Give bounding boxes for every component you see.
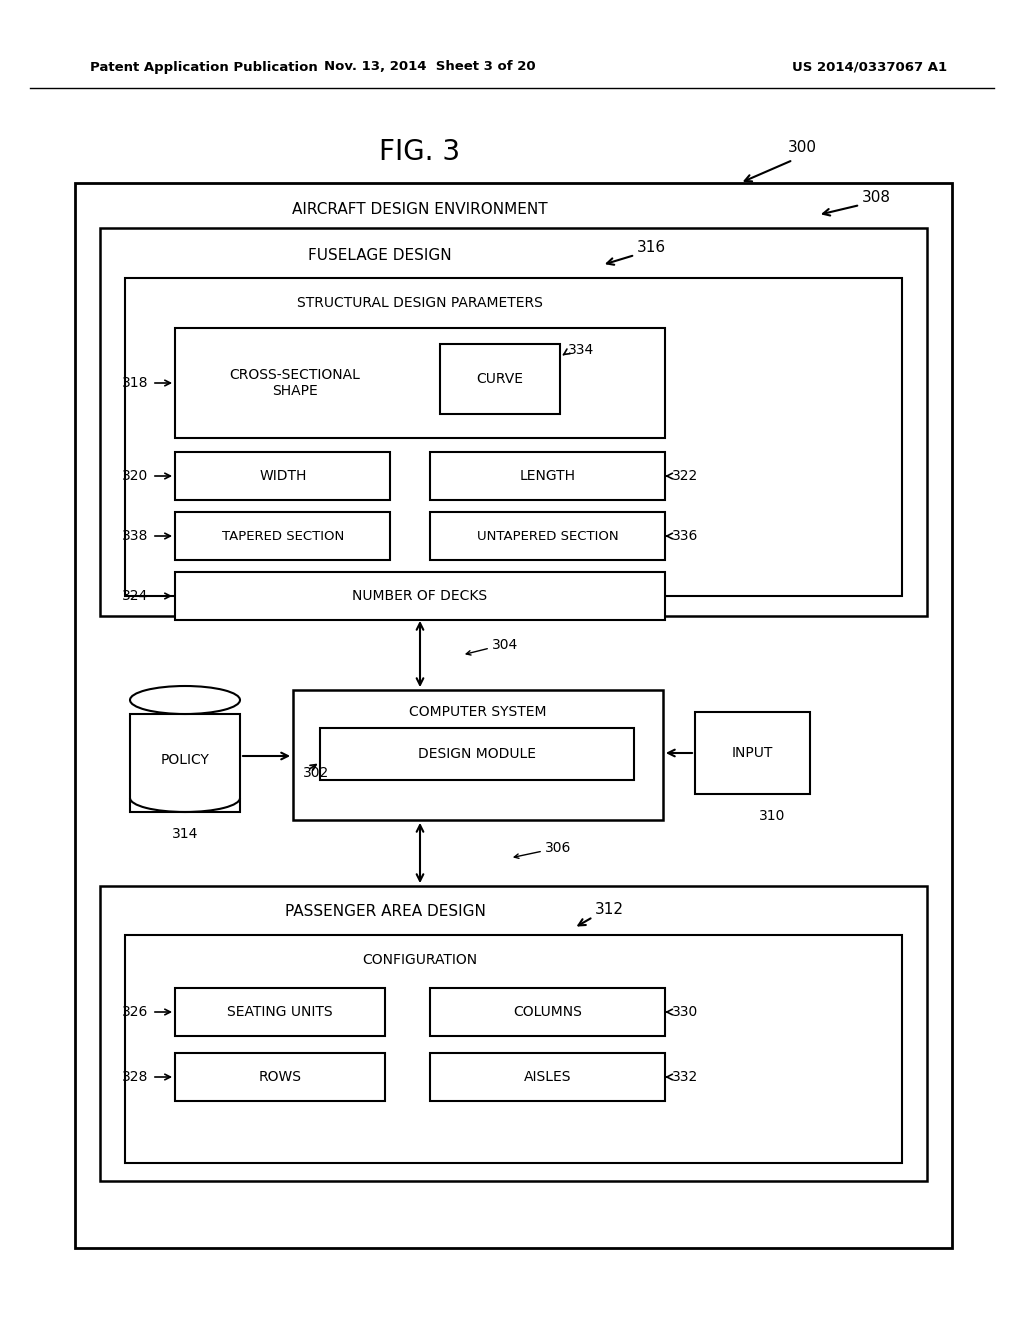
Bar — [430, 987, 665, 1036]
Text: UNTAPERED SECTION: UNTAPERED SECTION — [477, 529, 618, 543]
Text: ROWS: ROWS — [258, 1071, 301, 1084]
Text: PASSENGER AREA DESIGN: PASSENGER AREA DESIGN — [285, 904, 485, 920]
Text: 326: 326 — [122, 1005, 148, 1019]
Bar — [175, 1053, 385, 1101]
Bar — [293, 690, 663, 820]
Text: DESIGN MODULE: DESIGN MODULE — [418, 747, 536, 762]
Text: Patent Application Publication: Patent Application Publication — [90, 61, 317, 74]
Text: SEATING UNITS: SEATING UNITS — [227, 1005, 333, 1019]
Text: 330: 330 — [672, 1005, 698, 1019]
Text: INPUT: INPUT — [732, 746, 773, 760]
Text: 314: 314 — [172, 828, 199, 841]
Text: 308: 308 — [862, 190, 891, 206]
Text: STRUCTURAL DESIGN PARAMETERS: STRUCTURAL DESIGN PARAMETERS — [297, 296, 543, 310]
Bar — [100, 228, 927, 616]
Bar — [125, 935, 902, 1163]
Text: 310: 310 — [760, 809, 785, 822]
Bar — [430, 1053, 665, 1101]
Bar — [319, 729, 634, 780]
Text: 324: 324 — [122, 589, 148, 603]
Text: 338: 338 — [122, 529, 148, 543]
Text: CONFIGURATION: CONFIGURATION — [362, 953, 477, 968]
Bar — [440, 345, 560, 414]
Text: NUMBER OF DECKS: NUMBER OF DECKS — [352, 589, 487, 603]
Text: US 2014/0337067 A1: US 2014/0337067 A1 — [793, 61, 947, 74]
Text: 334: 334 — [568, 343, 594, 356]
Text: AIRCRAFT DESIGN ENVIRONMENT: AIRCRAFT DESIGN ENVIRONMENT — [292, 202, 548, 218]
Text: 312: 312 — [595, 903, 624, 917]
Bar — [175, 572, 665, 620]
Text: 336: 336 — [672, 529, 698, 543]
Text: 332: 332 — [672, 1071, 698, 1084]
Bar — [75, 183, 952, 1247]
Text: 304: 304 — [492, 638, 518, 652]
Bar — [175, 451, 390, 500]
Bar — [100, 886, 927, 1181]
Text: 328: 328 — [122, 1071, 148, 1084]
Text: AISLES: AISLES — [524, 1071, 571, 1084]
Text: CURVE: CURVE — [476, 372, 523, 385]
Text: 306: 306 — [545, 841, 571, 855]
Bar — [175, 987, 385, 1036]
Text: 302: 302 — [303, 766, 330, 780]
Text: 300: 300 — [788, 140, 817, 156]
Bar — [430, 512, 665, 560]
Text: POLICY: POLICY — [161, 752, 210, 767]
Bar — [175, 327, 665, 438]
Bar — [430, 451, 665, 500]
Bar — [125, 279, 902, 597]
Ellipse shape — [130, 686, 240, 714]
Bar — [695, 711, 810, 795]
Text: FUSELAGE DESIGN: FUSELAGE DESIGN — [308, 248, 452, 263]
Bar — [130, 714, 240, 812]
Text: 316: 316 — [637, 240, 667, 256]
Text: WIDTH: WIDTH — [259, 469, 306, 483]
Text: FIG. 3: FIG. 3 — [380, 139, 461, 166]
Text: Nov. 13, 2014  Sheet 3 of 20: Nov. 13, 2014 Sheet 3 of 20 — [325, 61, 536, 74]
Text: TAPERED SECTION: TAPERED SECTION — [222, 529, 344, 543]
Text: COMPUTER SYSTEM: COMPUTER SYSTEM — [410, 705, 547, 719]
Text: 320: 320 — [122, 469, 148, 483]
Bar — [175, 512, 390, 560]
Text: 318: 318 — [122, 376, 148, 389]
Text: COLUMNS: COLUMNS — [514, 1005, 583, 1019]
Text: LENGTH: LENGTH — [520, 469, 575, 483]
Text: 322: 322 — [672, 469, 698, 483]
Text: CROSS-SECTIONAL
SHAPE: CROSS-SECTIONAL SHAPE — [229, 368, 360, 399]
